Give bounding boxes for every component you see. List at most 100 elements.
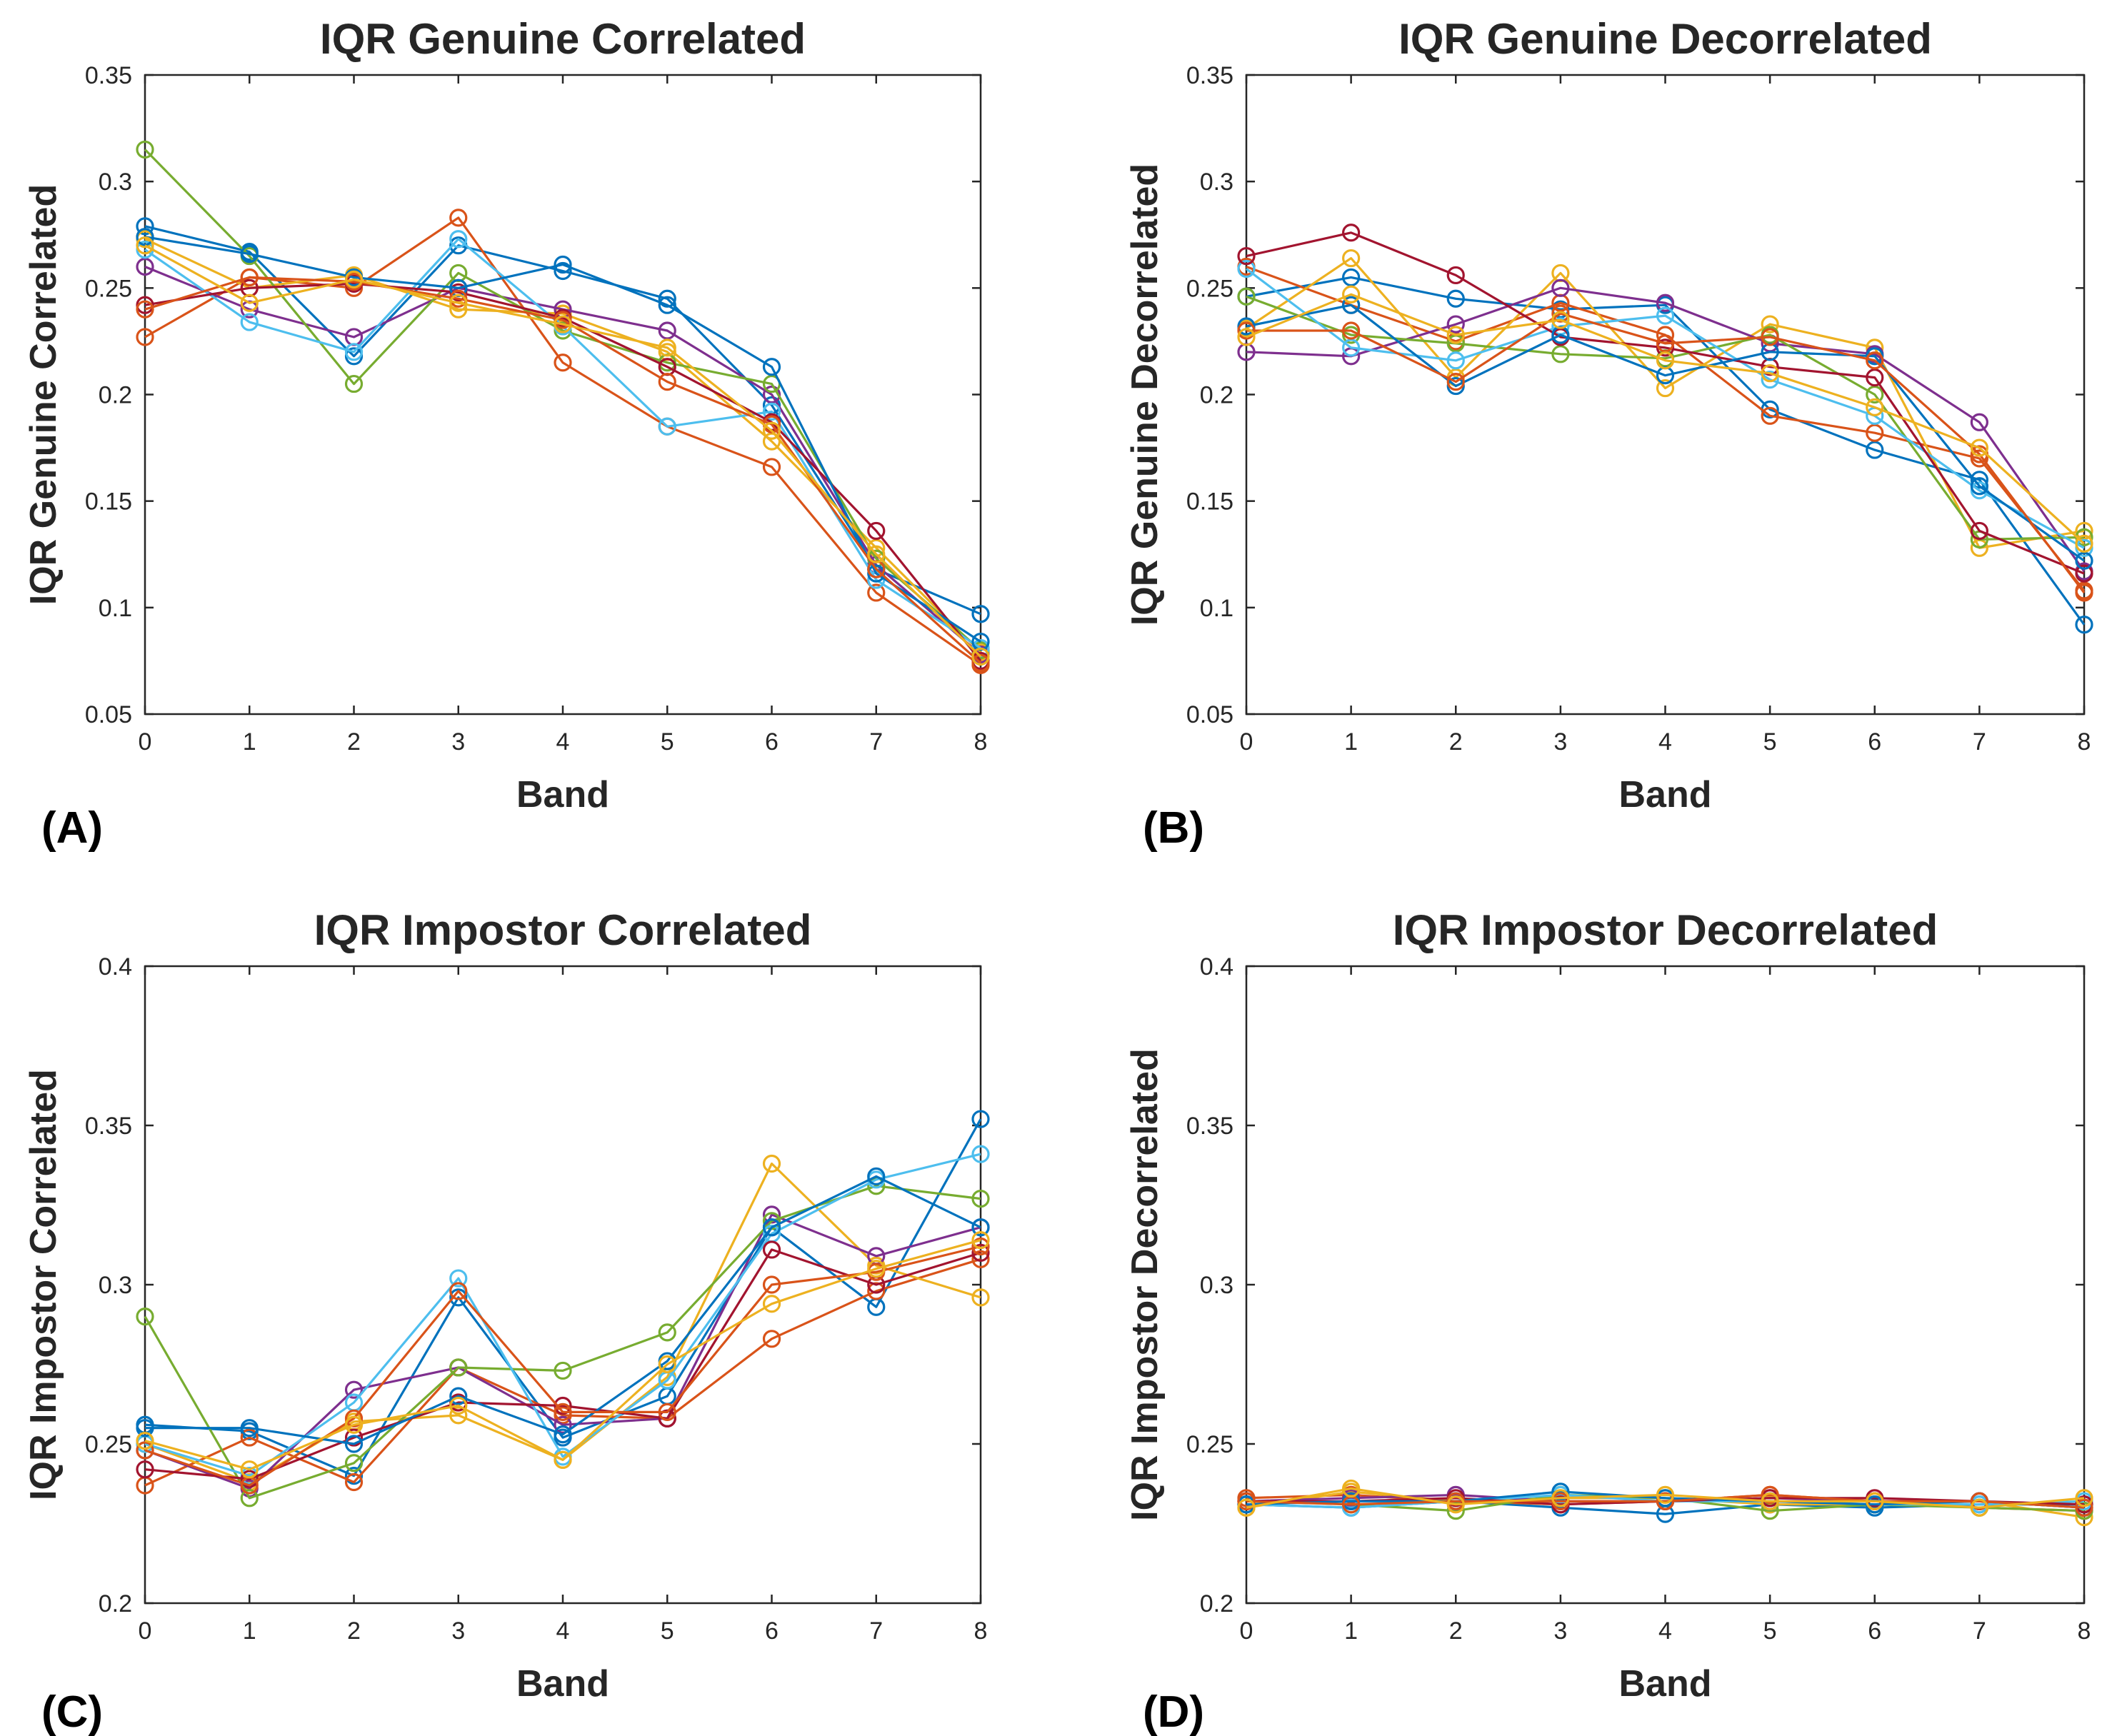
data-point xyxy=(344,343,364,361)
y-tick-label: 0.05 xyxy=(85,701,132,728)
x-tick-label: 7 xyxy=(1973,1617,1986,1645)
data-point xyxy=(658,289,676,308)
data-point xyxy=(867,1282,886,1300)
data-point xyxy=(1551,304,1570,323)
data-point xyxy=(1446,1502,1465,1520)
series-line-1 xyxy=(1246,276,2086,626)
x-tick-label: 3 xyxy=(1553,728,1567,756)
data-point xyxy=(2075,1489,2093,1507)
series-line-7 xyxy=(144,1248,981,1480)
chart-title: IQR Genuine Correlated xyxy=(320,15,806,63)
data-point xyxy=(344,1435,364,1453)
y-tick-label: 0.2 xyxy=(99,1590,132,1617)
data-point xyxy=(971,1243,990,1263)
plot-area xyxy=(144,965,982,1605)
data-point xyxy=(240,1489,259,1507)
data-point xyxy=(1342,296,1361,314)
y-axis-label: IQR Genuine Correlated xyxy=(23,184,64,605)
data-point xyxy=(2075,1498,2093,1517)
data-point xyxy=(449,1269,468,1288)
data-point xyxy=(1866,423,1884,442)
x-tick-label: 3 xyxy=(451,728,465,756)
x-tick-label: 2 xyxy=(1449,1617,1463,1645)
data-point xyxy=(762,458,781,476)
x-tick-label: 2 xyxy=(1449,728,1463,756)
x-tick-label: 4 xyxy=(1658,728,1672,756)
data-point xyxy=(554,1425,572,1444)
data-point xyxy=(449,1282,468,1300)
x-tick-label: 1 xyxy=(1344,1617,1358,1645)
series-line-9 xyxy=(1246,1493,2085,1509)
x-tick-label: 7 xyxy=(869,728,883,756)
data-point xyxy=(1866,385,1884,404)
data-point xyxy=(1446,1495,1465,1514)
data-point xyxy=(2075,534,2093,553)
data-point xyxy=(344,270,364,289)
y-tick-label: 0.3 xyxy=(99,1272,132,1299)
data-point xyxy=(344,1472,364,1492)
y-tick-label: 0.25 xyxy=(1186,275,1233,302)
data-point xyxy=(554,255,572,274)
x-tick-label: 6 xyxy=(765,1617,779,1645)
data-point xyxy=(1237,321,1256,340)
plot-area xyxy=(1245,74,2086,716)
data-point xyxy=(344,1467,364,1485)
x-tick-label: 6 xyxy=(1868,1617,1881,1645)
y-tick-label: 0.2 xyxy=(99,382,132,409)
x-tick-label: 6 xyxy=(765,728,779,756)
data-point xyxy=(1866,351,1884,370)
y-tick-label: 0.25 xyxy=(1186,1431,1233,1458)
data-point xyxy=(2075,616,2093,634)
data-point xyxy=(344,1428,364,1447)
data-point xyxy=(1761,364,1779,383)
data-point xyxy=(658,296,676,314)
panel-letter: (B) xyxy=(1143,803,1204,853)
data-point xyxy=(449,1358,468,1377)
data-point xyxy=(1761,315,1779,333)
data-point xyxy=(1970,471,1988,489)
panel-0: 0 1 2 3 4 5 6 7 8 0.05 0.1 0.15 0.2 0.25 0.3 0.35 IQR Ge… xyxy=(23,15,990,853)
x-axis-label: Band xyxy=(1619,774,1712,816)
x-tick-label: 1 xyxy=(1344,728,1358,756)
y-tick-label: 0.3 xyxy=(99,169,132,196)
x-tick-label: 5 xyxy=(661,1617,674,1645)
data-point xyxy=(136,328,154,346)
data-point xyxy=(867,583,886,602)
y-tick-label: 0.4 xyxy=(1200,953,1233,980)
data-point xyxy=(1551,345,1570,363)
x-tick-label: 8 xyxy=(2078,728,2091,756)
data-point xyxy=(867,1167,886,1185)
x-tick-label: 5 xyxy=(661,728,674,756)
y-axis-label: IQR Impostor Decorrelated xyxy=(1124,1048,1166,1521)
data-point xyxy=(1970,477,1988,496)
data-point xyxy=(1656,334,1675,353)
x-tick-label: 3 xyxy=(451,1617,465,1645)
data-point xyxy=(762,1154,781,1173)
x-tick-label: 1 xyxy=(243,1617,256,1645)
data-point xyxy=(240,313,259,331)
data-point xyxy=(658,372,676,391)
data-point xyxy=(136,228,154,246)
plot-area xyxy=(144,74,982,716)
y-tick-label: 0.35 xyxy=(85,1113,132,1140)
data-point xyxy=(240,245,259,264)
panel-3: 0 1 2 3 4 5 6 7 8 0.2 0.25 0.3 0.35 0.4 IQR Impostor D… xyxy=(1124,906,2093,1736)
series-line-4 xyxy=(1246,286,2086,573)
data-point xyxy=(971,1218,990,1237)
data-point xyxy=(449,230,468,249)
data-point xyxy=(1866,368,1884,387)
data-point xyxy=(1237,246,1256,266)
panel-letter: (D) xyxy=(1143,1687,1204,1736)
data-point xyxy=(658,1403,676,1422)
data-point xyxy=(762,1218,781,1237)
data-point xyxy=(1761,1485,1779,1504)
data-point xyxy=(971,1250,990,1268)
data-point xyxy=(344,1380,364,1399)
x-tick-label: 4 xyxy=(1658,1617,1672,1645)
y-tick-label: 0.35 xyxy=(85,62,132,89)
data-point xyxy=(1656,1492,1675,1510)
panel-letter: (A) xyxy=(41,803,103,853)
series-line-2 xyxy=(144,216,981,666)
data-point xyxy=(2075,564,2093,583)
x-tick-label: 2 xyxy=(347,1617,361,1645)
